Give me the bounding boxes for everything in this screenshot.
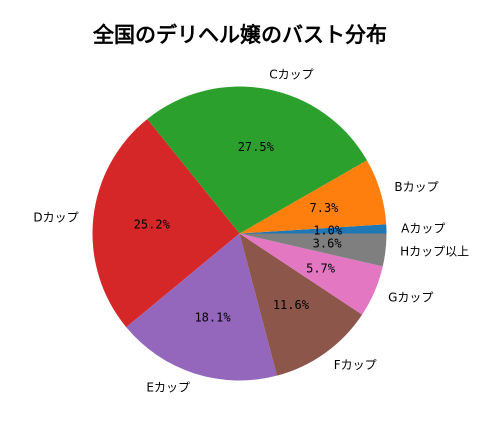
category-label: Hカップ以上 [400, 245, 469, 259]
pie-slice-Dカップ [92, 119, 240, 328]
pie-slice-Hカップ以上 [239, 233, 387, 267]
pct-label: 5.7% [306, 261, 336, 275]
category-label: Gカップ [388, 290, 433, 304]
pct-label: 11.6% [273, 298, 310, 312]
pct-label: 3.6% [313, 236, 343, 250]
pie-slice-Bカップ [239, 160, 387, 234]
pie-slices [92, 86, 387, 381]
category-label: Cカップ [269, 68, 313, 82]
pie-slice-Gカップ [239, 233, 383, 315]
category-label: Dカップ [33, 210, 78, 224]
category-label: Bカップ [394, 180, 438, 194]
pie-slice-Eカップ [126, 233, 277, 381]
pct-label: 1.0% [313, 224, 343, 238]
pie-slice-Fカップ [239, 233, 363, 376]
pct-label: 7.3% [310, 201, 340, 215]
pct-label: 18.1% [194, 310, 231, 324]
pie-slice-Cカップ [147, 86, 367, 234]
category-label: Aカップ [401, 221, 445, 235]
pie-slice-Aカップ [239, 224, 387, 234]
category-labels: Aカップ Bカップ Cカップ Dカップ Eカップ Fカップ Gカップ Hカップ以上 [33, 68, 469, 395]
pct-label: 27.5% [238, 140, 275, 154]
category-label: Fカップ [334, 358, 377, 372]
category-label: Eカップ [146, 380, 190, 394]
pct-label: 25.2% [134, 218, 171, 232]
percentage-labels: 1.0% 7.3% 27.5% 25.2% 18.1% 11.6% 5.7% 3.6% [134, 140, 343, 325]
chart-title: 全国のデリヘル嬢のバスト分布 [92, 23, 387, 47]
